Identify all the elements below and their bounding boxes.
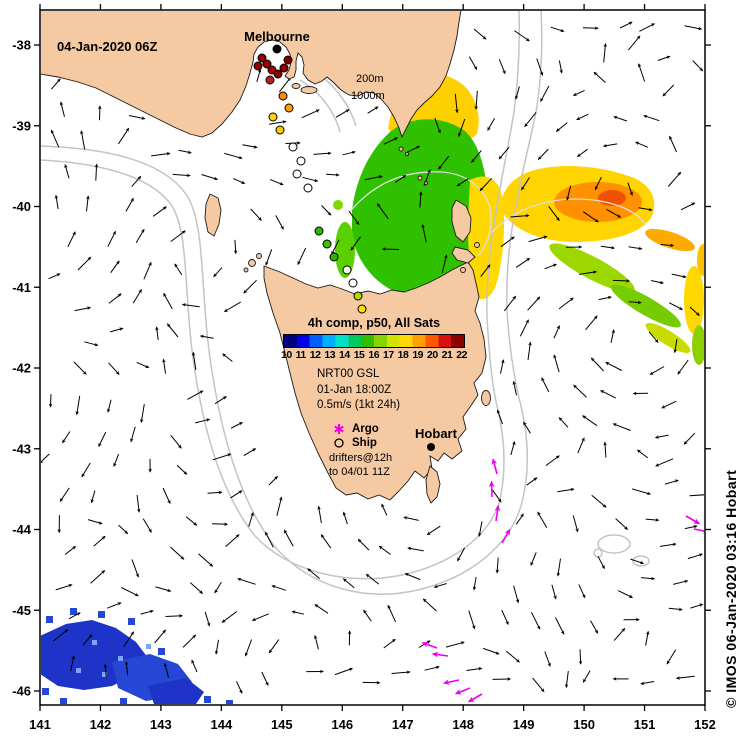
land-masses bbox=[41, 11, 491, 504]
y-axis-label: -39 bbox=[12, 118, 31, 133]
depth-label-1000m: 1000m bbox=[351, 90, 385, 102]
x-axis-label: 147 bbox=[392, 717, 414, 732]
x-axis-label: 142 bbox=[90, 717, 112, 732]
x-axis-label: 149 bbox=[513, 717, 535, 732]
maria-island bbox=[481, 390, 491, 406]
bruny-island bbox=[425, 465, 441, 504]
x-axis-label: 144 bbox=[211, 717, 233, 732]
y-axis-label: -43 bbox=[12, 441, 31, 456]
x-axis-label: 152 bbox=[694, 717, 716, 732]
hobart-dot bbox=[427, 443, 435, 451]
copyright-label: © IMOS 06-Jan-2020 03:16 Hobart bbox=[723, 470, 739, 708]
current-vectors bbox=[41, 21, 704, 694]
victoria-land bbox=[41, 11, 462, 139]
axis-ticks bbox=[34, 4, 711, 711]
y-axis-labels: -38 -39 -40 -41 -42 -43 -44 -45 -46 bbox=[12, 38, 32, 699]
x-axis-label: 150 bbox=[573, 717, 595, 732]
king-island bbox=[204, 193, 222, 237]
drifter-positions bbox=[253, 53, 367, 314]
drifter-vectors bbox=[421, 458, 704, 703]
phillip-island bbox=[300, 86, 318, 94]
x-axis-label: 141 bbox=[29, 717, 51, 732]
x-axis-label: 151 bbox=[634, 717, 656, 732]
tasmania-land bbox=[263, 261, 487, 501]
date-label: 04-Jan-2020 06Z bbox=[57, 39, 158, 54]
y-axis-label: -42 bbox=[12, 361, 31, 376]
x-axis-label: 145 bbox=[271, 717, 293, 732]
hobart-label: Hobart bbox=[415, 426, 458, 441]
cold-sst-patches bbox=[41, 608, 233, 704]
sst-patches bbox=[41, 74, 704, 704]
y-axis-label: -45 bbox=[12, 603, 31, 618]
bathymetry-contours bbox=[41, 11, 650, 595]
x-axis-label: 146 bbox=[331, 717, 353, 732]
x-axis-labels: 141 142 143 144 145 146 147 148 149 150 151 152 bbox=[29, 717, 716, 732]
y-axis-label: -40 bbox=[12, 199, 31, 214]
y-axis-label: -41 bbox=[12, 280, 31, 295]
flinders-island bbox=[451, 199, 472, 243]
depth-label-200m: 200m bbox=[356, 73, 384, 85]
melbourne-dot bbox=[272, 44, 282, 54]
y-axis-label: -38 bbox=[12, 38, 31, 53]
french-island bbox=[291, 83, 301, 89]
y-axis-label: -46 bbox=[12, 684, 31, 699]
plot-border bbox=[39, 9, 706, 706]
cape-barren-island bbox=[451, 246, 476, 264]
y-axis-label: -44 bbox=[12, 522, 32, 537]
melbourne-label: Melbourne bbox=[244, 29, 310, 44]
x-axis-label: 143 bbox=[150, 717, 172, 732]
x-axis-label: 148 bbox=[452, 717, 474, 732]
